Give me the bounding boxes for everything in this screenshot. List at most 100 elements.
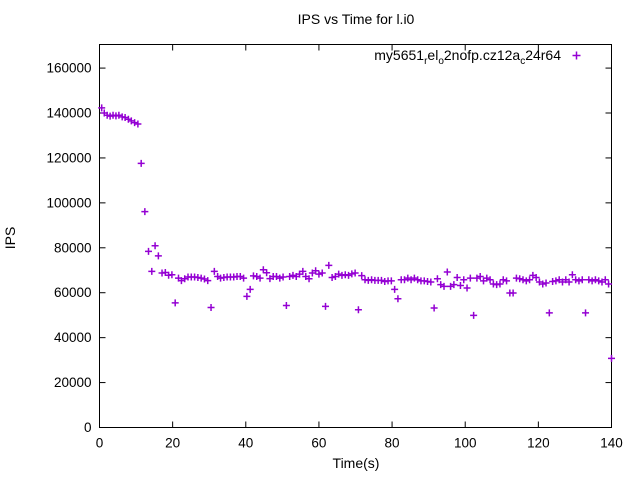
data-point <box>509 289 517 297</box>
data-point <box>154 252 162 260</box>
data-point <box>410 274 418 282</box>
y-tick-label: 0 <box>84 420 92 435</box>
legend-text-segment: 2nofp.cz12a <box>443 47 521 63</box>
data-point <box>532 273 540 281</box>
x-tick-label: 0 <box>96 436 104 451</box>
data-point <box>433 275 441 283</box>
x-axis-title: Time(s) <box>332 455 380 471</box>
data-point <box>516 275 524 283</box>
data-point <box>456 282 464 290</box>
data-point <box>328 273 336 281</box>
legend-text-segment: o <box>438 56 444 67</box>
y-tick-label: 20000 <box>54 375 92 390</box>
data-point <box>312 267 320 275</box>
data-point <box>473 274 481 282</box>
data-point <box>325 261 333 269</box>
data-point <box>486 276 494 284</box>
data-point <box>286 273 294 281</box>
y-tick-label: 40000 <box>54 330 92 345</box>
y-tick-label: 60000 <box>54 285 92 300</box>
data-point <box>404 274 412 282</box>
data-point <box>460 276 468 284</box>
data-point <box>243 292 251 300</box>
data-point <box>354 306 362 314</box>
legend-text-segment: my5651 <box>374 47 425 63</box>
data-point <box>305 275 313 283</box>
data-point <box>443 268 451 276</box>
data-point <box>414 276 422 284</box>
data-point <box>588 277 596 285</box>
data-point <box>236 273 244 281</box>
x-tick-label: 100 <box>454 436 477 451</box>
x-tick-label: 20 <box>165 436 180 451</box>
data-point <box>466 274 474 282</box>
data-point <box>276 274 284 282</box>
data-point <box>387 277 395 285</box>
data-point <box>240 274 248 282</box>
data-point <box>601 276 609 284</box>
data-point <box>407 276 415 284</box>
data-point <box>207 304 215 312</box>
data-point <box>204 277 212 285</box>
data-point <box>299 267 307 275</box>
y-tick-label: 80000 <box>54 240 92 255</box>
legend-text-segment: el <box>427 47 439 63</box>
data-point <box>522 277 530 285</box>
legend-series-label: my5651relo2nofp.cz12ac24r64 <box>374 47 561 67</box>
data-point <box>263 269 271 277</box>
data-point <box>552 277 560 285</box>
data-point <box>148 267 156 275</box>
data-point <box>526 276 534 284</box>
y-tick-label: 140000 <box>46 106 91 121</box>
data-point <box>595 277 603 285</box>
data-point <box>391 285 399 293</box>
data-point <box>591 276 599 284</box>
plot-border <box>99 44 612 428</box>
data-point <box>131 119 139 127</box>
data-point <box>605 280 613 288</box>
chart-title: IPS vs Time for l.i0 <box>297 11 415 27</box>
data-point <box>572 276 580 284</box>
x-tick-label: 140 <box>600 436 623 451</box>
data-point <box>427 278 435 286</box>
data-point <box>273 273 281 281</box>
x-tick-label: 60 <box>311 436 326 451</box>
y-tick-label: 120000 <box>46 150 91 165</box>
data-point <box>545 309 553 317</box>
data-point <box>345 271 353 279</box>
data-point <box>200 275 208 283</box>
legend-text-segment: 24r64 <box>525 47 561 63</box>
data-point <box>348 270 356 278</box>
data-point <box>483 274 491 282</box>
data-point <box>470 311 478 319</box>
data-point <box>496 280 504 288</box>
data-point <box>282 302 290 310</box>
data-point <box>145 247 153 255</box>
data-point <box>137 159 145 167</box>
data-point <box>503 277 511 285</box>
data-point <box>115 111 123 119</box>
data-point <box>394 295 402 303</box>
data-point <box>440 282 448 290</box>
data-point <box>499 276 507 284</box>
data-point <box>168 271 176 279</box>
data-point <box>197 274 205 282</box>
data-point <box>578 276 586 284</box>
data-point <box>358 272 366 280</box>
data-point <box>453 273 461 281</box>
data-point <box>210 267 218 275</box>
data-point <box>351 269 359 277</box>
data-point <box>141 208 149 216</box>
data-points <box>98 104 615 362</box>
data-point <box>463 284 471 292</box>
data-point <box>253 273 261 281</box>
data-point <box>519 276 527 284</box>
data-point <box>476 273 484 281</box>
data-point <box>542 279 550 287</box>
y-axis-title: IPS <box>2 226 18 250</box>
data-point <box>289 271 297 279</box>
legend: my5651relo2nofp.cz12ac24r64 <box>374 47 582 67</box>
plus-marker-icon <box>572 51 581 59</box>
